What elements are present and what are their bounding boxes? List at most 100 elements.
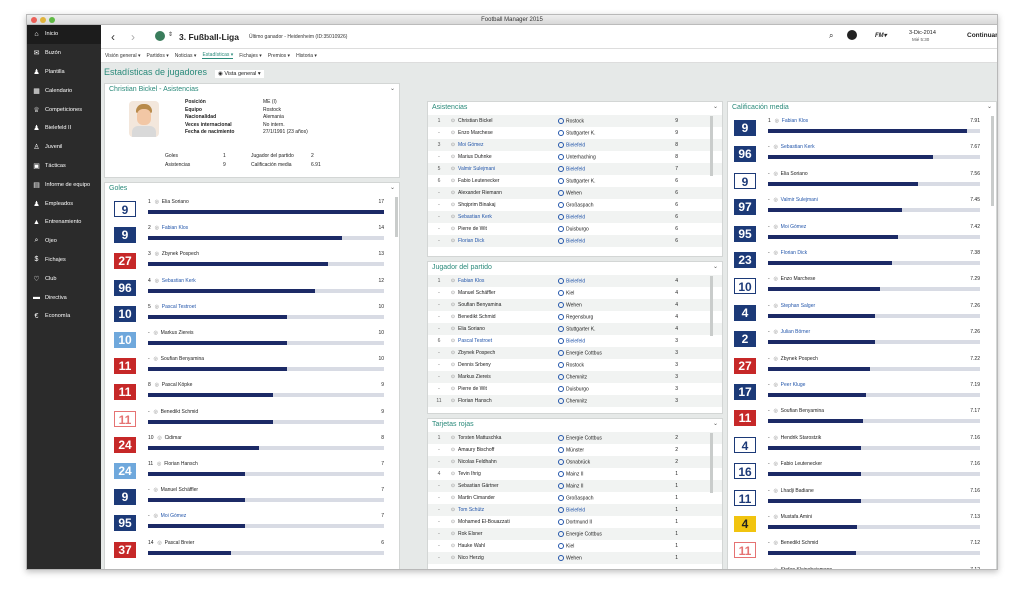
- player-name[interactable]: Shqiprim Binakaj: [458, 202, 496, 208]
- player-name[interactable]: Pascal Köpke: [161, 382, 193, 389]
- table-row[interactable]: 3 ⊙ Moi Gómez Bielefeld 8: [428, 139, 722, 151]
- player-name[interactable]: Moi Gómez: [160, 513, 187, 520]
- table-row[interactable]: - ⊙ Mohamed El-Bouazzati Dortmund II 1: [428, 516, 722, 528]
- club-name[interactable]: Münster: [566, 447, 585, 454]
- sidebar-item-t-cticas[interactable]: ▣ Tácticas: [27, 157, 101, 176]
- league-switch-icon[interactable]: ⇕: [168, 32, 174, 38]
- player-name[interactable]: Fabian Klos: [161, 225, 189, 232]
- table-row[interactable]: - ⊙ Sebastian Gärtner Mainz II 1: [428, 480, 722, 492]
- club-name[interactable]: Kiel: [566, 543, 575, 550]
- table-row[interactable]: - ⊙ Tom Schütz Bielefeld 1: [428, 504, 722, 516]
- chevron-down-icon[interactable]: ⌄: [712, 264, 718, 270]
- ranking-row[interactable]: 8 ◎ Pascal Köpke: [148, 382, 192, 388]
- search-icon[interactable]: ⌕: [829, 31, 834, 40]
- ranking-row[interactable]: - ◎ Valmir Sulejmani: [768, 197, 818, 203]
- club-name[interactable]: Bielefeld: [566, 278, 586, 285]
- ranking-row[interactable]: - ◎ Moi Gómez: [768, 224, 806, 230]
- ranking-row[interactable]: - ◎ Soufian Benyamina: [148, 356, 204, 362]
- player-name[interactable]: Sebastian Kerk: [161, 277, 196, 284]
- player-name[interactable]: Benedikt Schmid: [780, 540, 819, 547]
- ranking-row[interactable]: - ◎ Zbynek Pospech: [768, 356, 818, 362]
- player-name[interactable]: Florian Dick: [458, 238, 485, 244]
- player-name[interactable]: Sebastian Gärtner: [458, 483, 499, 489]
- table-row[interactable]: 5 ⊙ Valmir Sulejmani Bielefeld 7: [428, 163, 722, 175]
- player-name[interactable]: Valmir Sulejmani: [780, 197, 818, 204]
- player-name[interactable]: Christian Bickel: [458, 118, 493, 124]
- club-name[interactable]: Energie Cottbus: [566, 350, 602, 357]
- club-name[interactable]: Duisburgo: [566, 226, 589, 233]
- subnav-tab[interactable]: Historia ▾: [296, 52, 317, 59]
- player-name[interactable]: Mohamed El-Bouazzati: [458, 519, 510, 525]
- close-window-button[interactable]: [31, 17, 37, 23]
- ranking-row[interactable]: - ◎ Elia Soriano: [768, 171, 808, 177]
- sidebar-item-buz-n[interactable]: ✉ Buzón: [27, 44, 101, 63]
- scrollbar[interactable]: [991, 116, 994, 206]
- player-name[interactable]: Pierre de Wit: [458, 386, 487, 392]
- subnav-tab[interactable]: Estadísticas ▾: [202, 52, 234, 59]
- ranking-row[interactable]: 5 ◎ Pascal Testroet: [148, 304, 196, 310]
- table-row[interactable]: - ⊙ Shqiprim Binakaj Großaspach 6: [428, 199, 722, 211]
- player-name[interactable]: Martin Cimander: [458, 495, 495, 501]
- club-name[interactable]: Regensburg: [566, 314, 594, 321]
- table-row[interactable]: - ⊙ Elia Soriano Stuttgarter K. 4: [428, 323, 722, 335]
- back-arrow-icon[interactable]: ‹: [111, 30, 115, 44]
- player-name[interactable]: Peer Kluge: [780, 382, 806, 388]
- subnav-tab[interactable]: Noticias ▾: [174, 52, 197, 59]
- table-row[interactable]: 1 ⊙ Torsten Mattuschka Energie Cottbus 2: [428, 432, 722, 444]
- player-name[interactable]: Tevin Ihrig: [458, 471, 481, 477]
- club-name[interactable]: Großaspach: [566, 202, 594, 209]
- ranking-row[interactable]: - ◎ Sebastian Kerk: [768, 144, 815, 150]
- club-name[interactable]: Bielefeld: [566, 338, 586, 345]
- ranking-row[interactable]: 3 ◎ Zbynek Pospech: [148, 251, 199, 257]
- player-name[interactable]: Cidimar: [164, 434, 182, 441]
- club-name[interactable]: Kiel: [566, 290, 575, 297]
- chevron-down-icon[interactable]: ⌄: [986, 104, 992, 110]
- scrollbar[interactable]: [710, 116, 713, 176]
- table-row[interactable]: - ⊙ Pierre de Wit Duisburgo 6: [428, 223, 722, 235]
- minimize-window-button[interactable]: [40, 17, 46, 23]
- view-selector[interactable]: ◉ Vista general ▾: [215, 70, 264, 78]
- subnav-tab[interactable]: Premios ▾: [267, 52, 291, 59]
- player-name[interactable]: Valmir Sulejmani: [458, 166, 496, 172]
- ranking-row[interactable]: 14 ◎ Pascal Breier: [148, 540, 194, 546]
- player-name[interactable]: Lhadji Badiane: [780, 487, 814, 494]
- player-name[interactable]: Soufian Benyamina: [780, 408, 825, 415]
- table-row[interactable]: 6 ⊙ Fabio Leutenecker Stuttgarter K. 6: [428, 175, 722, 187]
- ranking-row[interactable]: 4 ◎ Sebastian Kerk: [148, 278, 196, 284]
- club-name[interactable]: Chemnitz: [566, 398, 588, 405]
- club-name[interactable]: Stuttgarter K.: [566, 130, 596, 137]
- scrollbar[interactable]: [710, 433, 713, 493]
- ranking-row[interactable]: - ◎ Mustafa Amini: [768, 514, 812, 520]
- ranking-row[interactable]: 1 ◎ Fabian Klos: [768, 118, 808, 124]
- sidebar-item-empleados[interactable]: ♟ Empleados: [27, 194, 101, 213]
- player-name[interactable]: Sebastian Kerk: [458, 214, 492, 220]
- club-name[interactable]: Unterhaching: [566, 154, 596, 161]
- player-name[interactable]: Torsten Mattuschka: [458, 435, 502, 441]
- player-name[interactable]: Manuel Schäffler: [160, 487, 199, 494]
- player-name[interactable]: Florian Hansch: [458, 398, 492, 404]
- scrollbar[interactable]: [395, 197, 398, 237]
- table-row[interactable]: - ⊙ Marius Duhnke Unterhaching 8: [428, 151, 722, 163]
- player-name[interactable]: Zbynek Pospech: [161, 251, 200, 258]
- club-name[interactable]: Osnabrück: [566, 459, 591, 466]
- player-name[interactable]: Fabian Klos: [458, 278, 485, 284]
- table-row[interactable]: - ⊙ Dennis Srbeny Rostock 3: [428, 359, 722, 371]
- ranking-row[interactable]: - ◎ Markus Ziereis: [148, 330, 193, 336]
- fm-menu-icon[interactable]: FM▾: [875, 33, 887, 39]
- player-name[interactable]: Nicolas Feldhahn: [458, 459, 497, 465]
- player-name[interactable]: Fabian Klos: [781, 118, 809, 124]
- player-name[interactable]: Moi Gómez: [458, 142, 484, 148]
- ranking-row[interactable]: 11 ◎ Florian Hansch: [148, 461, 198, 467]
- club-name[interactable]: Bielefeld: [566, 507, 586, 514]
- chevron-down-icon[interactable]: ⌄: [389, 86, 395, 92]
- sidebar-item-econom-a[interactable]: € Economía: [27, 307, 101, 326]
- player-name[interactable]: Nico Herzig: [458, 555, 484, 561]
- player-name[interactable]: Pierre de Wit: [458, 226, 487, 232]
- ranking-row[interactable]: 10 ◎ Cidimar: [148, 435, 182, 441]
- table-row[interactable]: - ⊙ Pierre de Wit Duisburgo 3: [428, 383, 722, 395]
- sidebar-item-bielefeld-ii[interactable]: ♟ Bielefeld II: [27, 119, 101, 138]
- table-row[interactable]: - ⊙ Benedikt Schmid Regensburg 4: [428, 311, 722, 323]
- ranking-row[interactable]: - ◎ Moi Gómez: [148, 513, 186, 519]
- club-name[interactable]: Mainz II: [566, 471, 584, 478]
- player-name[interactable]: Fabio Leutenecker: [458, 178, 500, 184]
